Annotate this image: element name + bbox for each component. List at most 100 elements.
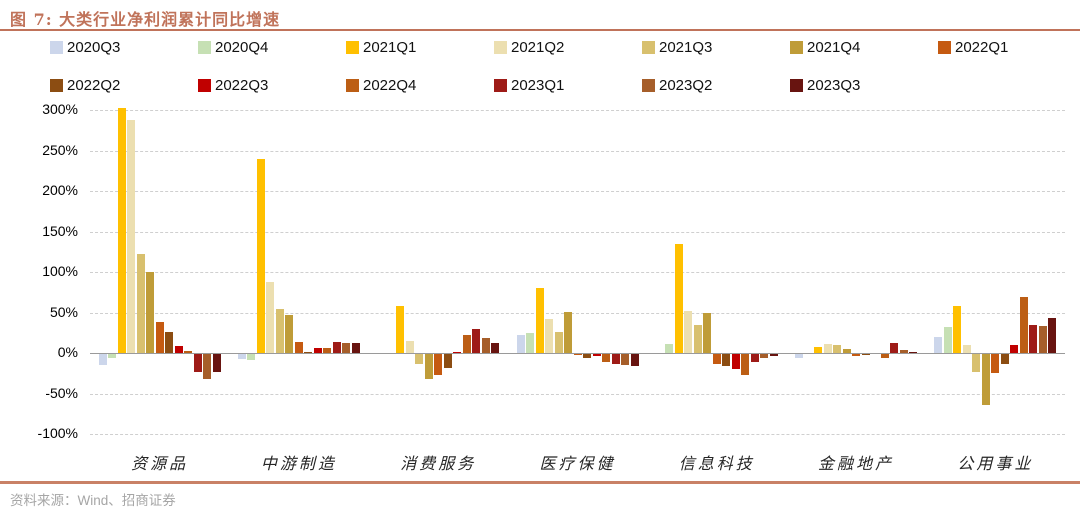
- x-axis-category-label: 资源品: [131, 454, 189, 473]
- legend-swatch-2023Q2: [642, 79, 655, 92]
- bar-2021Q3-医疗保健: [554, 332, 563, 354]
- bar-2021Q3-公用事业: [972, 354, 981, 373]
- bar-2023Q3-公用事业: [1048, 317, 1057, 354]
- bar-2023Q1-资源品: [193, 354, 202, 373]
- bar-2022Q3-消费服务: [453, 351, 462, 354]
- bar-2022Q1-中游制造: [294, 341, 303, 354]
- bar-2023Q2-消费服务: [481, 337, 490, 354]
- bar-2021Q4-信息科技: [703, 312, 712, 354]
- legend-item-2022Q3: 2022Q3: [198, 77, 346, 94]
- bar-2020Q3-金融地产: [795, 354, 804, 359]
- bar-2021Q4-资源品: [146, 272, 155, 354]
- y-axis-tick-label: -100%: [37, 425, 78, 442]
- bar-2023Q3-资源品: [212, 354, 221, 373]
- figure-title: 图 7: 大类行业净利润累计同比增速: [10, 10, 281, 29]
- bar-2023Q3-金融地产: [909, 351, 918, 354]
- bar-2021Q1-中游制造: [256, 158, 265, 354]
- bar-2021Q1-消费服务: [396, 306, 405, 354]
- legend-item-2021Q1: 2021Q1: [346, 39, 494, 56]
- legend-label: 2021Q1: [363, 39, 417, 56]
- bar-2021Q1-公用事业: [953, 306, 962, 354]
- legend-item-2020Q3: 2020Q3: [50, 39, 198, 56]
- bar-2023Q3-医疗保健: [630, 354, 639, 367]
- bar-2020Q3-医疗保健: [516, 335, 525, 354]
- legend-item-2022Q2: 2022Q2: [50, 77, 198, 94]
- y-axis-tick-label: 300%: [42, 101, 78, 118]
- bar-2020Q4-医疗保健: [526, 333, 534, 354]
- legend-item-2023Q3: 2023Q3: [790, 77, 938, 94]
- bar-2023Q1-公用事业: [1029, 324, 1038, 354]
- bar-2023Q2-中游制造: [342, 342, 351, 354]
- legend-label: 2021Q3: [659, 39, 713, 56]
- bar-2022Q2-公用事业: [1000, 354, 1009, 365]
- y-axis-tick-label: 0%: [57, 344, 78, 361]
- bar-2023Q1-中游制造: [332, 341, 341, 354]
- bar-2023Q1-消费服务: [472, 328, 481, 354]
- legend-swatch-2022Q4: [346, 79, 359, 92]
- bar-2021Q4-公用事业: [981, 354, 990, 405]
- bar-2022Q1-信息科技: [712, 354, 721, 365]
- legend-label: 2023Q1: [511, 77, 565, 94]
- legend-swatch-2023Q1: [494, 79, 507, 92]
- legend-label: 2023Q2: [659, 77, 713, 94]
- bar-2023Q2-公用事业: [1038, 325, 1047, 354]
- bar-2021Q2-医疗保健: [545, 319, 553, 354]
- bar-2023Q1-信息科技: [750, 354, 759, 363]
- legend-item-2022Q1: 2022Q1: [938, 39, 1080, 56]
- bar-2020Q4-信息科技: [665, 343, 674, 354]
- x-axis-category-label: 消费服务: [400, 454, 477, 473]
- bar-2023Q2-信息科技: [760, 354, 769, 358]
- bar-2021Q2-消费服务: [405, 341, 414, 354]
- bar-2022Q1-资源品: [155, 322, 164, 354]
- y-axis-tick-label: 100%: [42, 263, 78, 280]
- bar-2022Q4-中游制造: [323, 348, 332, 354]
- legend-swatch-2021Q1: [346, 41, 359, 54]
- gridline: [90, 150, 1065, 152]
- bar-2023Q1-金融地产: [890, 342, 899, 354]
- bar-2022Q4-消费服务: [462, 335, 471, 354]
- x-axis-category-label: 信息科技: [678, 454, 755, 473]
- bar-2021Q2-信息科技: [684, 311, 693, 354]
- legend-swatch-2021Q4: [790, 41, 803, 54]
- x-axis-category-label: 医疗保健: [539, 454, 616, 473]
- bar-2022Q2-医疗保健: [583, 354, 591, 359]
- legend-item-2021Q2: 2021Q2: [494, 39, 642, 56]
- bar-2021Q1-金融地产: [814, 346, 823, 354]
- legend-swatch-2021Q3: [642, 41, 655, 54]
- gridline: [90, 434, 1065, 436]
- bar-2022Q1-公用事业: [991, 354, 1000, 373]
- bar-2022Q1-消费服务: [434, 354, 443, 375]
- bar-2021Q3-消费服务: [415, 354, 424, 365]
- bar-2023Q3-消费服务: [491, 342, 500, 354]
- footer-divider: [0, 481, 1080, 484]
- bar-2022Q1-金融地产: [852, 354, 861, 356]
- bar-2022Q1-医疗保健: [573, 354, 582, 356]
- bar-2022Q4-资源品: [184, 350, 193, 354]
- bar-2022Q2-中游制造: [304, 351, 313, 354]
- bar-2021Q2-金融地产: [823, 343, 832, 354]
- bar-2022Q2-金融地产: [861, 354, 870, 356]
- bar-2021Q4-消费服务: [424, 354, 433, 379]
- bar-2022Q3-公用事业: [1010, 345, 1019, 354]
- legend-label: 2022Q4: [363, 77, 417, 94]
- bar-2021Q2-资源品: [127, 119, 136, 354]
- bar-2023Q3-信息科技: [769, 354, 778, 356]
- x-axis-category-label: 公用事业: [957, 454, 1034, 473]
- bar-2020Q4-资源品: [108, 354, 117, 358]
- legend-label: 2020Q4: [215, 39, 269, 56]
- legend-item-2021Q3: 2021Q3: [642, 39, 790, 56]
- bar-2023Q2-资源品: [203, 354, 212, 379]
- legend-swatch-2020Q4: [198, 41, 211, 54]
- bar-2020Q4-公用事业: [943, 326, 952, 354]
- bar-2022Q3-中游制造: [313, 348, 322, 354]
- bar-2023Q3-中游制造: [351, 342, 360, 354]
- bar-2021Q1-信息科技: [674, 243, 683, 354]
- legend-label: 2021Q2: [511, 39, 565, 56]
- legend-swatch-2022Q1: [938, 41, 951, 54]
- bar-2023Q1-医疗保健: [611, 354, 620, 365]
- bar-2022Q3-医疗保健: [592, 354, 601, 356]
- source-note: 资料来源：Wind、招商证券: [10, 493, 176, 508]
- bar-2021Q4-中游制造: [285, 315, 294, 354]
- bar-2022Q2-资源品: [165, 332, 174, 354]
- gridline: [90, 231, 1065, 233]
